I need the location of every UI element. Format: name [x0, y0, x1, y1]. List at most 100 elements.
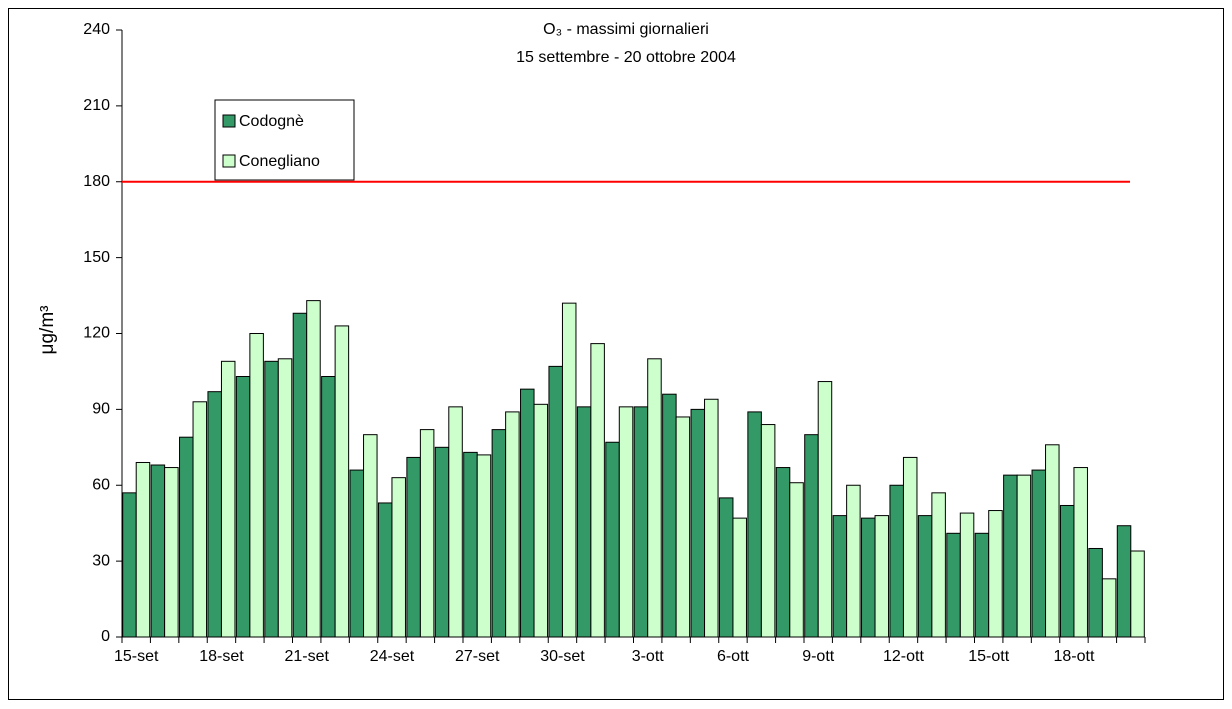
bar [618, 406, 634, 638]
y-tick-label: 90 [92, 401, 110, 418]
bar [491, 429, 507, 638]
bar [974, 532, 990, 638]
x-tick-label: 24-set [370, 648, 415, 665]
bar [775, 467, 791, 638]
bar [505, 411, 520, 638]
bar [718, 497, 734, 638]
bar [747, 411, 762, 638]
bar [463, 451, 478, 638]
bar [306, 300, 321, 638]
bar [334, 325, 350, 638]
bar [760, 424, 776, 638]
bar [377, 502, 393, 638]
bar [576, 406, 592, 638]
bar [1073, 467, 1088, 638]
bar [292, 312, 308, 638]
bar [1016, 474, 1032, 638]
x-tick-label: 21-set [284, 648, 329, 665]
bar [789, 482, 804, 638]
y-tick-label: 210 [83, 97, 110, 114]
bar [675, 416, 691, 638]
bar [220, 360, 236, 638]
bar [476, 454, 492, 638]
bar [590, 343, 605, 638]
bar [817, 381, 833, 638]
bar [846, 484, 861, 638]
bar [1059, 504, 1075, 638]
y-tick-label: 150 [83, 249, 110, 266]
bar [548, 365, 563, 638]
bar [946, 532, 961, 638]
x-tick-label: 27-set [455, 648, 500, 665]
bar [988, 510, 1003, 638]
bar [561, 302, 577, 638]
bar [235, 375, 251, 638]
bar [690, 408, 706, 638]
bar [122, 492, 137, 638]
legend-swatch [222, 154, 236, 168]
y-tick-label: 180 [83, 173, 110, 190]
x-tick-label: 18-set [199, 648, 244, 665]
legend-label: Codognè [239, 113, 304, 130]
chart-subtitle: 15 settembre - 20 ottobre 2004 [516, 49, 736, 66]
bar [192, 401, 208, 638]
bar [406, 456, 421, 638]
bar [434, 446, 450, 638]
bar [1003, 474, 1018, 638]
bar [633, 406, 649, 638]
bar [349, 469, 365, 638]
x-tick-label: 30-set [540, 648, 585, 665]
y-tick-label: 120 [83, 325, 110, 342]
bar [249, 333, 264, 638]
x-tick-label: 6-ott [717, 648, 750, 665]
x-tick-label: 12-ott [883, 648, 924, 665]
y-tick-label: 30 [92, 552, 110, 569]
legend-swatch [222, 114, 236, 128]
bar [917, 515, 933, 638]
bar [874, 515, 890, 638]
y-tick-label: 60 [92, 476, 110, 493]
bar [889, 484, 904, 638]
x-tick-label: 15-ott [968, 648, 1009, 665]
bar [179, 436, 194, 638]
bar [704, 398, 719, 638]
bar [207, 391, 222, 638]
bar [861, 517, 876, 638]
bar [533, 403, 549, 638]
bar [1088, 547, 1103, 638]
bar [1101, 578, 1117, 638]
bar [1116, 525, 1132, 638]
bar [647, 358, 662, 638]
bar [264, 360, 279, 638]
bar [363, 434, 378, 638]
x-tick-label: 3-ott [632, 648, 665, 665]
bar [448, 406, 463, 638]
bar [1031, 469, 1047, 638]
bar [520, 388, 535, 638]
y-tick-label: 0 [101, 628, 110, 645]
bar [1045, 444, 1060, 638]
bar [931, 492, 946, 638]
legend-box [214, 99, 355, 181]
bar [804, 434, 819, 638]
bar [321, 375, 336, 638]
bar [164, 467, 179, 638]
bar [1130, 550, 1145, 638]
bar [135, 461, 151, 638]
bar [277, 358, 293, 638]
bar [605, 441, 620, 638]
x-tick-label: 9-ott [802, 648, 835, 665]
bar [902, 456, 918, 638]
bar [732, 517, 747, 638]
bar [662, 393, 677, 638]
x-tick-label: 18-ott [1053, 648, 1094, 665]
bar [391, 477, 406, 638]
y-axis-label: μg/m³ [37, 306, 58, 355]
bar [832, 515, 848, 638]
legend-label: Conegliano [239, 153, 320, 170]
y-tick-label: 240 [83, 21, 110, 38]
bar [959, 512, 975, 638]
chart-title: O₃ - massimi giornalieri [543, 21, 709, 38]
bar [150, 464, 166, 638]
